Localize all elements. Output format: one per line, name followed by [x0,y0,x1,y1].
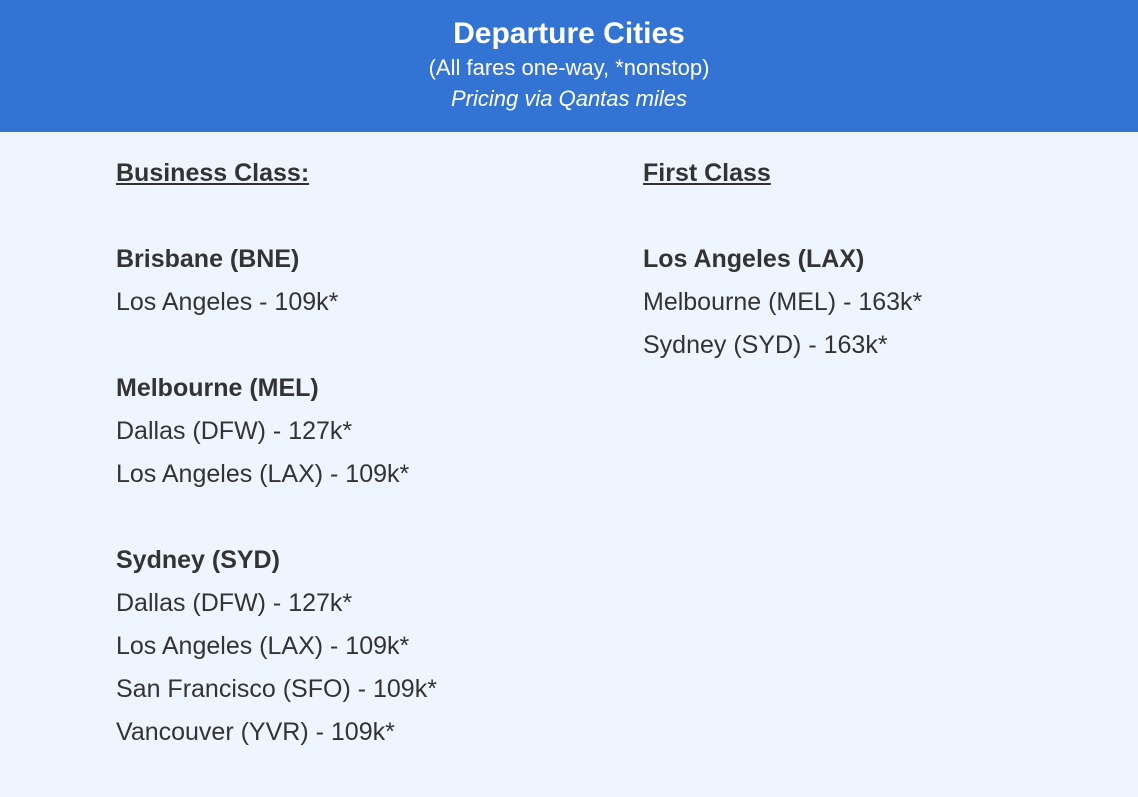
departure-city-group: Sydney (SYD) Dallas (DFW) - 127k* Los Ange… [116,539,437,754]
departure-city-group: Melbourne (MEL) Dallas (DFW) - 127k* Los A… [116,367,437,496]
page-title: Departure Cities [453,17,685,50]
departure-city: Melbourne (MEL) [116,374,319,402]
first-class-column: First Class Los Angeles (LAX) Melbourne (… [643,152,922,410]
route-fare: Los Angeles (LAX) - 109k* [116,460,410,488]
route-fare: Los Angeles - 109k* [116,288,339,316]
header: Departure Cities (All fares one-way, *no… [0,0,1138,132]
route-fare: Sydney (SYD) - 163k* [643,331,888,359]
route-fare: Vancouver (YVR) - 109k* [116,718,395,746]
subtitle: (All fares one-way, *nonstop) [428,55,710,80]
route-fare: Dallas (DFW) - 127k* [116,417,353,445]
departure-city: Sydney (SYD) [116,546,280,574]
pricing-note: Pricing via Qantas miles [451,86,687,111]
departure-city: Los Angeles (LAX) [643,245,865,273]
departure-city: Brisbane (BNE) [116,245,300,273]
route-fare: Los Angeles (LAX) - 109k* [116,632,410,660]
route-fare: Melbourne (MEL) - 163k* [643,288,923,316]
route-fare: San Francisco (SFO) - 109k* [116,675,437,703]
route-fare: Dallas (DFW) - 127k* [116,589,353,617]
business-class-column: Business Class: Brisbane (BNE) Los Angele… [116,152,437,797]
departure-city-group: Los Angeles (LAX) Melbourne (MEL) - 163k*… [643,238,922,367]
departure-city-group: Brisbane (BNE) Los Angeles - 109k* [116,238,437,324]
first-class-heading: First Class [643,159,771,187]
business-class-heading: Business Class: [116,159,310,187]
